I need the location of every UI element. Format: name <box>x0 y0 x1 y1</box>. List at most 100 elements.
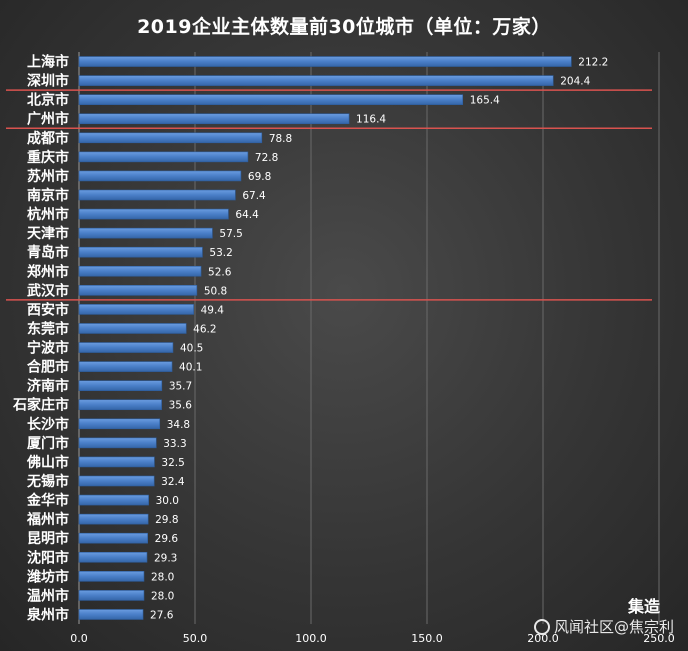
value-label: 28.0 <box>151 590 174 602</box>
bar <box>78 342 174 353</box>
category-label: 金华市 <box>26 492 69 509</box>
bar <box>78 456 155 468</box>
value-label: 29.6 <box>155 533 179 545</box>
value-label: 29.3 <box>154 552 177 564</box>
category-label: 西安市 <box>27 301 69 318</box>
category-label: 长沙市 <box>27 416 69 433</box>
bar <box>78 208 229 220</box>
value-label: 204.4 <box>560 76 590 88</box>
bar <box>78 380 163 391</box>
value-label: 50.8 <box>204 285 227 297</box>
value-label: 165.4 <box>470 95 500 107</box>
value-label: 52.6 <box>208 266 232 278</box>
bar <box>78 151 249 163</box>
bar <box>78 323 187 334</box>
value-label: 29.8 <box>155 514 178 526</box>
bar <box>78 189 236 201</box>
category-label: 广州市 <box>27 111 69 128</box>
category-label: 郑州市 <box>27 263 69 280</box>
value-label: 40.1 <box>179 362 202 374</box>
x-tick-label: 200.0 <box>527 632 559 645</box>
x-tick-label: 150.0 <box>411 632 443 645</box>
value-label: 35.6 <box>169 400 193 412</box>
category-label: 深圳市 <box>27 73 69 90</box>
bar <box>78 590 145 601</box>
value-label: 212.2 <box>578 57 608 69</box>
category-label: 合肥市 <box>27 359 69 376</box>
bar <box>78 513 149 525</box>
category-label: 石家庄市 <box>12 397 69 414</box>
chart-title: 2019企业主体数量前30位城市（单位：万家） <box>137 16 551 38</box>
category-label: 东莞市 <box>27 320 69 337</box>
value-label: 57.5 <box>219 228 242 240</box>
brand-watermark: 集造 <box>627 597 660 616</box>
category-label: 济南市 <box>27 378 69 395</box>
category-label: 苏州市 <box>27 168 69 185</box>
category-label: 沈阳市 <box>27 549 69 566</box>
bar <box>78 532 148 544</box>
category-label: 福州市 <box>26 511 69 528</box>
value-label: 72.8 <box>255 152 278 164</box>
category-label: 重庆市 <box>27 149 69 166</box>
value-label: 32.4 <box>161 476 185 488</box>
value-label: 46.2 <box>193 323 216 335</box>
value-label: 27.6 <box>150 609 174 621</box>
category-label: 厦门市 <box>27 435 69 452</box>
bar <box>78 265 202 277</box>
bar <box>78 285 198 296</box>
category-label: 天津市 <box>27 225 69 242</box>
bar <box>78 494 149 506</box>
category-label: 上海市 <box>27 54 69 71</box>
category-label: 宁波市 <box>27 340 69 357</box>
bar <box>78 437 157 449</box>
value-label: 35.7 <box>169 381 192 393</box>
category-label: 武汉市 <box>27 282 69 299</box>
weibo-icon <box>533 618 550 635</box>
bar <box>78 132 263 144</box>
category-label: 佛山市 <box>26 454 69 471</box>
category-label: 昆明市 <box>27 530 69 547</box>
category-label: 南京市 <box>27 187 69 204</box>
category-label: 潍坊市 <box>27 568 69 585</box>
bar <box>78 227 213 239</box>
category-label: 北京市 <box>27 92 69 109</box>
bar <box>78 418 161 430</box>
bar <box>78 609 144 620</box>
value-label: 67.4 <box>242 190 266 202</box>
bar <box>78 56 572 67</box>
bar <box>78 571 145 582</box>
bar <box>78 246 203 258</box>
x-tick-label: 0.0 <box>70 632 88 645</box>
x-tick-label: 100.0 <box>295 632 327 645</box>
watermark: 风闻社区@焦宗利 <box>533 616 674 637</box>
value-label: 34.8 <box>167 419 190 431</box>
x-tick-label: 250.0 <box>643 632 675 645</box>
category-label: 无锡市 <box>26 473 69 490</box>
x-tick-label: 50.0 <box>183 632 208 645</box>
category-label: 杭州市 <box>27 206 69 223</box>
bar <box>78 361 173 372</box>
value-label: 32.5 <box>161 457 184 469</box>
value-label: 116.4 <box>356 114 386 126</box>
value-label: 28.0 <box>151 571 174 583</box>
value-label: 49.4 <box>201 304 225 316</box>
bar <box>78 475 155 487</box>
category-label: 青岛市 <box>27 244 69 261</box>
bar <box>78 113 350 125</box>
bar <box>78 399 162 411</box>
category-label: 泉州市 <box>27 606 69 623</box>
value-label: 30.0 <box>156 495 179 507</box>
bar <box>78 304 194 315</box>
watermark-text: 风闻社区@焦宗利 <box>553 618 674 636</box>
bar <box>78 551 148 563</box>
value-label: 78.8 <box>269 133 292 145</box>
bar <box>78 75 554 86</box>
value-label: 53.2 <box>209 247 232 259</box>
value-label: 40.5 <box>180 343 203 355</box>
value-label: 64.4 <box>235 209 259 221</box>
value-label: 33.3 <box>163 438 186 450</box>
value-label: 69.8 <box>248 171 271 183</box>
bar <box>78 170 242 182</box>
category-label: 温州市 <box>27 587 69 604</box>
